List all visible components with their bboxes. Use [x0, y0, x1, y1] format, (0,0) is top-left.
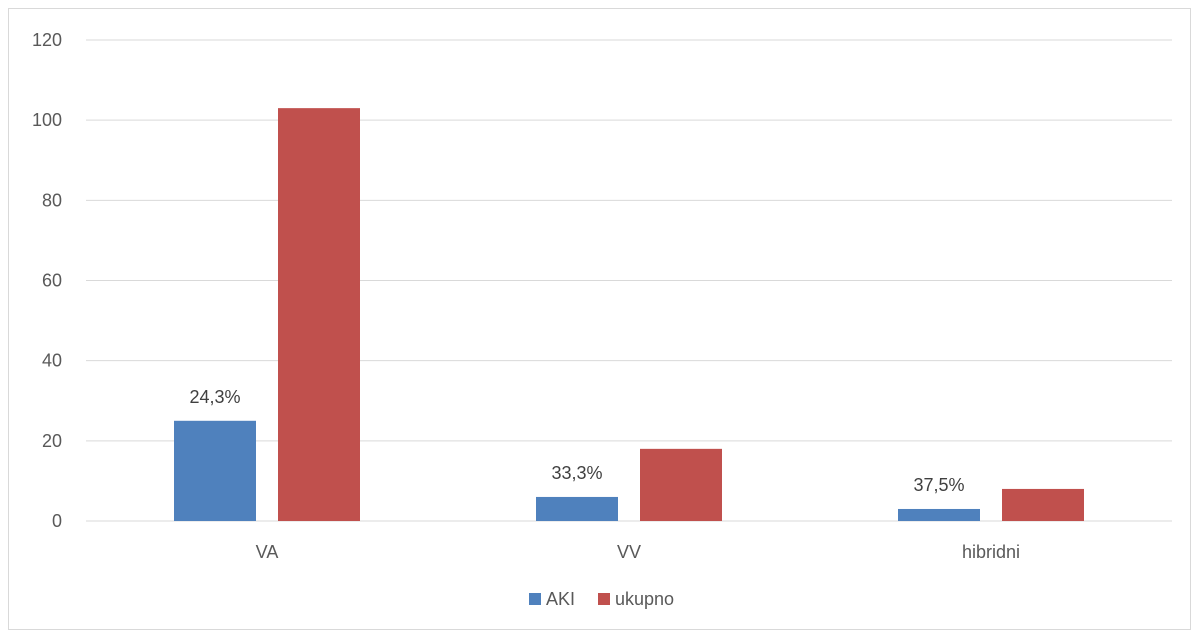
legend-swatch-AKI [529, 593, 541, 605]
data-label-AKI-VV: 33,3% [551, 463, 602, 483]
y-axis-ticks: 0 20 40 60 80 100 120 [32, 30, 62, 531]
bar-AKI-hibridni [898, 508, 980, 521]
x-tick-label: VV [617, 542, 641, 562]
x-axis-ticks: VA VV hibridni [256, 542, 1020, 562]
bar-ukupno-hibridni [1002, 488, 1084, 521]
legend-swatch-ukupno [598, 593, 610, 605]
legend-label-AKI: AKI [546, 589, 575, 609]
data-labels: 24,3% 33,3% 37,5% [189, 387, 964, 495]
bar-ukupno-VA [278, 108, 360, 522]
y-tick-label: 100 [32, 110, 62, 130]
x-tick-label: hibridni [962, 542, 1020, 562]
y-tick-label: 120 [32, 30, 62, 50]
y-tick-label: 40 [42, 351, 62, 371]
y-tick-label: 20 [42, 431, 62, 451]
bar-AKI-VA [174, 420, 256, 521]
legend: AKI ukupno [529, 589, 674, 609]
data-label-AKI-VA: 24,3% [189, 387, 240, 407]
y-tick-label: 0 [52, 511, 62, 531]
bars [174, 108, 1084, 522]
bar-ukupno-VV [640, 448, 722, 521]
bar-AKI-VV [536, 496, 618, 521]
y-tick-label: 60 [42, 271, 62, 291]
gridlines [86, 39, 1172, 522]
x-tick-label: VA [256, 542, 279, 562]
chart-frame [8, 8, 1191, 630]
data-label-AKI-hibridni: 37,5% [913, 475, 964, 495]
legend-label-ukupno: ukupno [615, 589, 674, 609]
y-tick-label: 80 [42, 190, 62, 210]
